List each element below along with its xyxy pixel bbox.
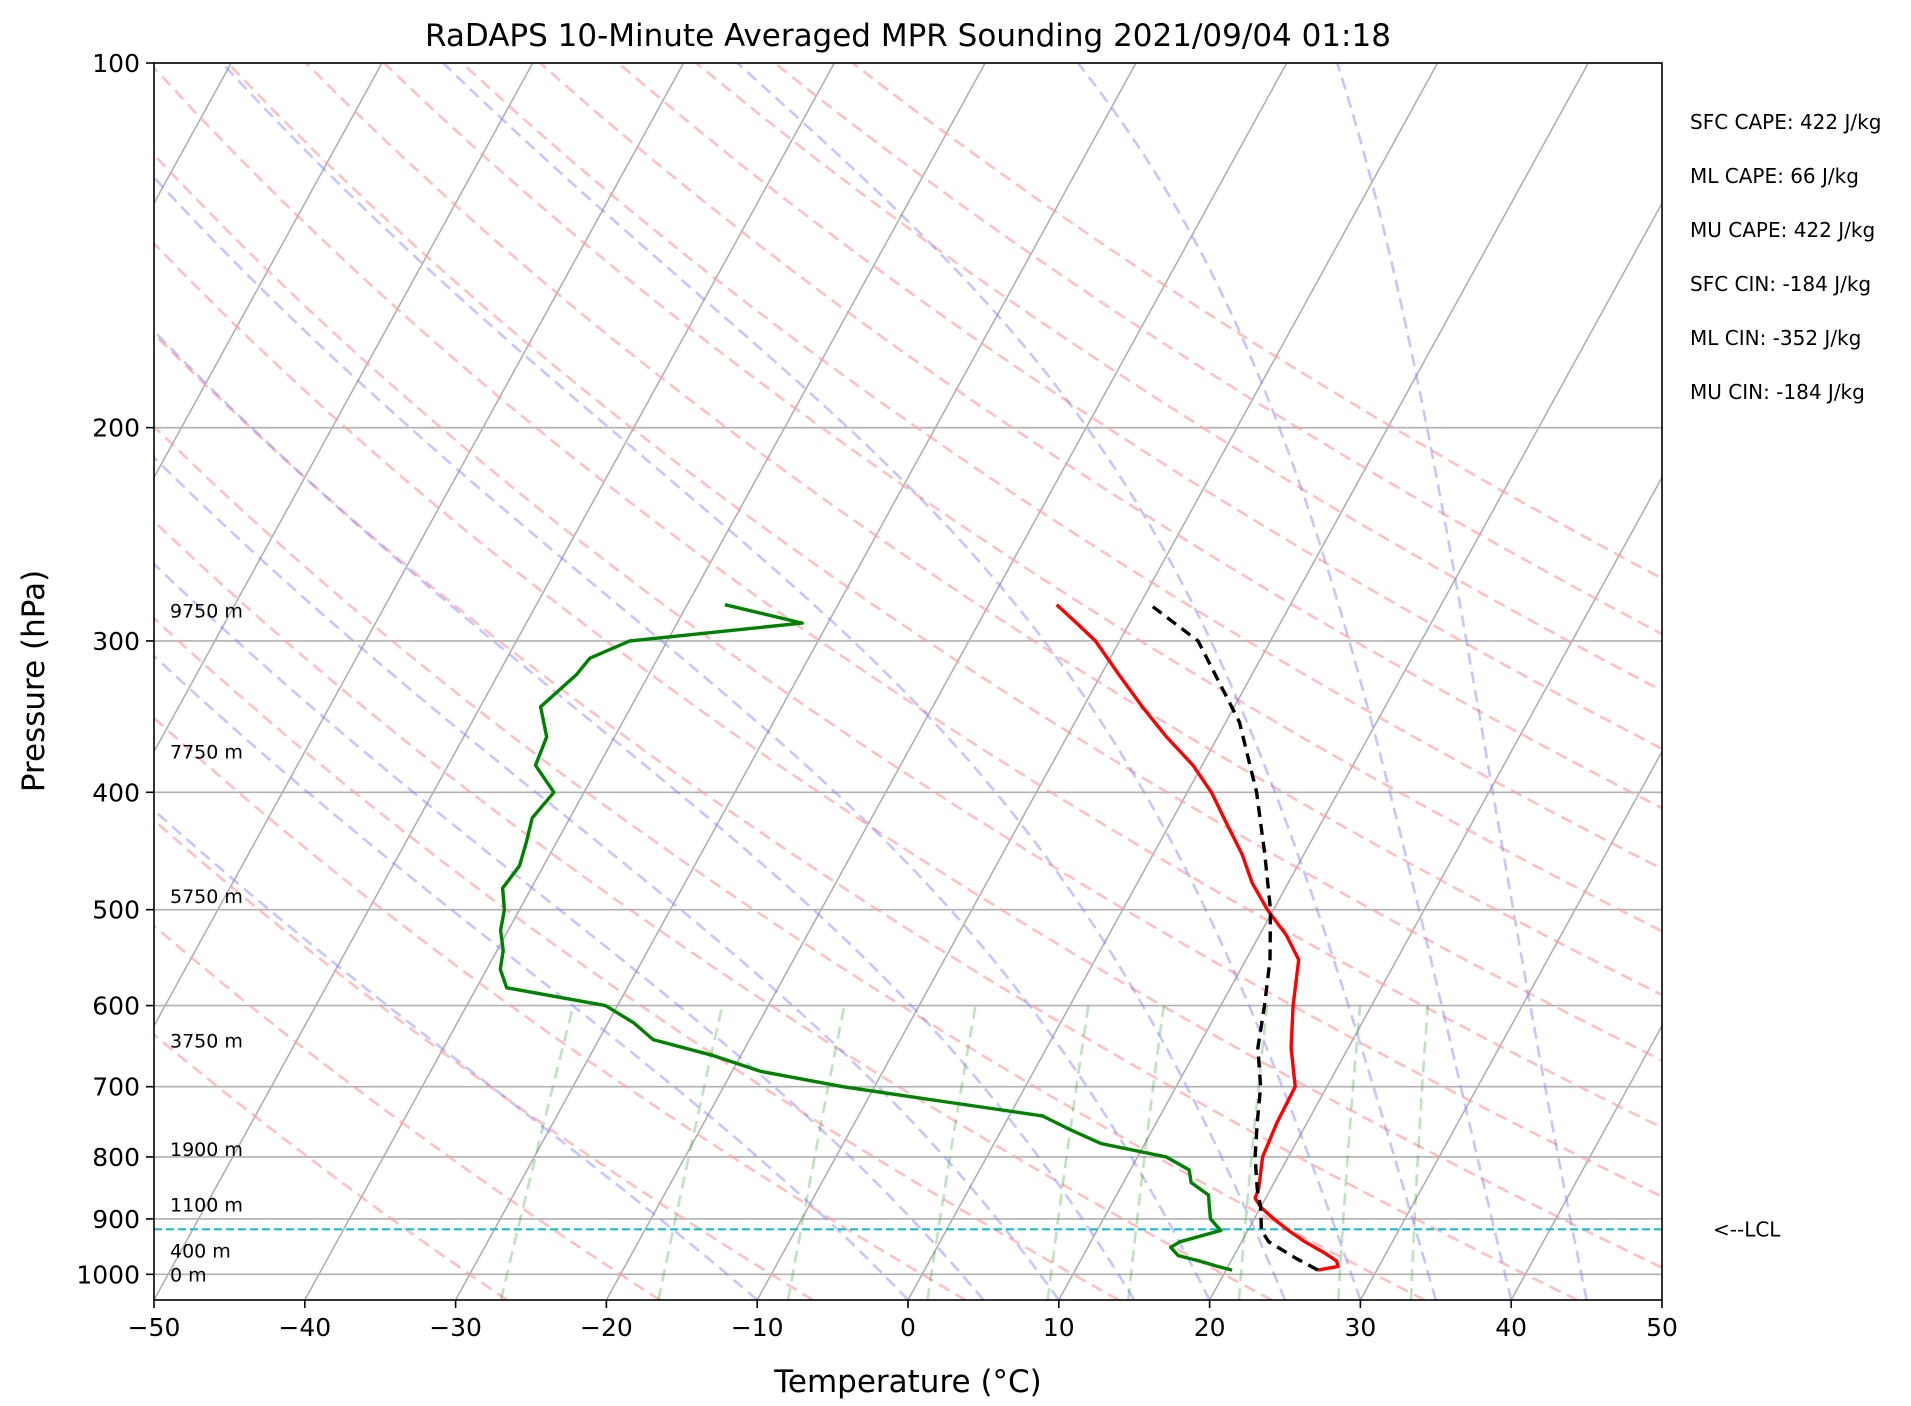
x-tick-label: 0 [900, 1313, 916, 1342]
dry-adiabat-line [226, 63, 1662, 1062]
x-tick-label: −50 [128, 1313, 181, 1342]
dry-adiabat-line [383, 63, 1662, 933]
dry-adiabat-line [154, 332, 1579, 1300]
x-tick-label: −10 [731, 1313, 784, 1342]
y-tick-label: 900 [92, 1205, 140, 1234]
stability-indices: SFC CAPE: 422 J/kg ML CAPE: 66 J/kg MU CAP… [1690, 110, 1881, 404]
height-label: 9750 m [170, 600, 243, 622]
moist-adiabat-line [154, 329, 1136, 1300]
mixing-ratio-line [926, 1005, 977, 1300]
x-tick-label: −20 [580, 1313, 633, 1342]
dry-adiabat-line [773, 63, 1662, 636]
dry-adiabat-line [154, 65, 1662, 1130]
isotherm-line [1510, 1024, 1662, 1300]
moist-adiabat-line [154, 175, 1211, 1300]
isotherm-line [154, 63, 383, 480]
isotherm-line [1359, 749, 1662, 1300]
mixing-ratio-line [1409, 1005, 1430, 1300]
x-tick-label: 50 [1646, 1313, 1678, 1342]
moist-adiabat-line [736, 63, 1438, 1300]
x-tick-label: 20 [1194, 1313, 1226, 1342]
isotherm-line [154, 63, 836, 1300]
height-label: 5750 m [170, 886, 243, 908]
moist-adiabat-line [154, 455, 1060, 1300]
isotherm-line [154, 63, 534, 754]
dry-adiabat-line [154, 519, 1273, 1300]
y-tick-label: 500 [92, 896, 140, 925]
height-label: 400 m [170, 1241, 231, 1263]
mixing-ratio-line [1237, 1005, 1269, 1300]
stability-index-text: ML CIN: -352 J/kg [1690, 326, 1861, 350]
stability-index-text: SFC CIN: -184 J/kg [1690, 272, 1871, 296]
dry-adiabat-line [461, 63, 1662, 871]
y-tick-label: 200 [92, 414, 140, 443]
moist-adiabat-line [1335, 63, 1588, 1300]
x-axis-label: Temperature (°C) [773, 1364, 1042, 1400]
dry-adiabat-line [154, 152, 1662, 1199]
isotherm-line [907, 63, 1590, 1300]
mixing-ratio-line [657, 1005, 724, 1300]
stability-index-text: ML CAPE: 66 J/kg [1690, 164, 1859, 188]
x-tick-label: 40 [1495, 1313, 1527, 1342]
temperature-profile-line [1055, 603, 1340, 1272]
x-tick-label: −30 [429, 1313, 482, 1342]
dry-adiabat-line [304, 63, 1662, 997]
moist-adiabat-line [1076, 63, 1513, 1300]
y-axis-label: Pressure (hPa) [16, 570, 52, 792]
parcel-profile-line [1149, 603, 1319, 1272]
dry-adiabat-line [154, 924, 661, 1300]
isotherm-line [304, 63, 986, 1300]
stability-index-text: MU CAPE: 422 J/kg [1690, 218, 1875, 242]
height-label: 1100 m [170, 1195, 243, 1217]
dry-adiabat-line [154, 616, 1120, 1300]
height-labels: 9750 m 7750 m 5750 m 3750 m 1900 m 1100 m 400 … [170, 600, 243, 1286]
dry-adiabat-line [154, 716, 967, 1300]
axis-ticks: −50 −40 −30 −20 −10 0 10 20 30 40 50 100 200 300 400 50… [76, 49, 1678, 1342]
dry-adiabat-line [851, 63, 1662, 580]
mixing-ratio-line [1046, 1005, 1090, 1300]
isotherm-line [605, 63, 1288, 1300]
stability-index-text: SFC CAPE: 422 J/kg [1690, 110, 1881, 134]
lcl-label: <--LCL [1713, 1217, 1781, 1241]
mixing-ratio-line [786, 1005, 846, 1300]
height-label: 7750 m [170, 741, 243, 763]
dry-adiabat-line [154, 818, 814, 1300]
plot-area [154, 63, 1662, 1300]
dry-adiabat-line [154, 241, 1662, 1269]
y-tick-label: 400 [92, 778, 140, 807]
y-tick-label: 300 [92, 627, 140, 656]
moist-adiabat-line [154, 562, 985, 1300]
mixing-ratio-line [499, 1005, 575, 1300]
y-tick-label: 600 [92, 992, 140, 1021]
isotherm-line [454, 63, 1137, 1300]
moist-adiabat-line [221, 63, 1287, 1300]
height-label: 0 m [170, 1264, 207, 1286]
dry-adiabat-line [617, 63, 1662, 751]
x-tick-label: 10 [1043, 1313, 1075, 1342]
y-tick-label: 1000 [76, 1260, 140, 1289]
x-tick-label: 30 [1344, 1313, 1376, 1342]
x-tick-label: −40 [278, 1313, 331, 1342]
y-tick-label: 800 [92, 1143, 140, 1172]
height-label: 1900 m [170, 1139, 243, 1161]
stability-index-text: MU CIN: -184 J/kg [1690, 380, 1865, 404]
moist-adiabat-line [154, 654, 909, 1300]
y-tick-label: 100 [92, 49, 140, 78]
chart-title: RaDAPS 10-Minute Averaged MPR Sounding 2… [425, 18, 1391, 54]
dewpoint-profile-line [498, 603, 1233, 1272]
moist-adiabat-line [154, 808, 759, 1300]
height-label: 3750 m [170, 1030, 243, 1052]
isotherm-line [154, 63, 685, 1028]
mixing-ratio-line [1127, 1005, 1166, 1300]
mixing-ratio-line [1337, 1005, 1362, 1300]
y-tick-label: 700 [92, 1073, 140, 1102]
isotherm-line [1058, 201, 1662, 1300]
